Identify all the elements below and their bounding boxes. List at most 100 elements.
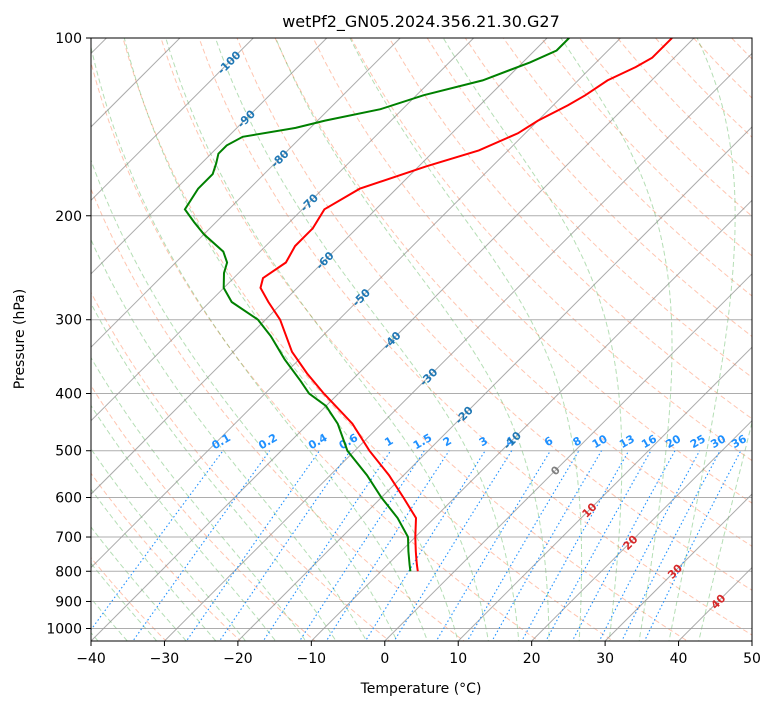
isotherm-line [91, 38, 401, 348]
dry-adiabat [731, 38, 752, 60]
moist-adiabat [91, 448, 247, 641]
mixing-ratio-label: 13 [617, 432, 637, 451]
mixing-ratio-line [218, 450, 351, 641]
isotherm-label: -80 [268, 147, 291, 170]
moist-adiabat [275, 38, 550, 641]
moist-adiabat [91, 356, 307, 641]
dry-adiabat [388, 38, 752, 420]
dry-adiabat [770, 38, 775, 653]
isotherm-line [91, 38, 181, 128]
mixing-ratio-line [466, 450, 580, 641]
mixing-ratio-line [521, 450, 630, 641]
x-tick-label: 50 [743, 651, 761, 667]
moist-adiabat [668, 38, 736, 641]
x-tick-label: 0 [380, 651, 389, 667]
moist-adiabat [91, 488, 217, 641]
plot-area: 0.1 0.2 0.4 0.6 1 1.5 2 3 4 6 8 10 13 16 20 25 30 36-100-… [91, 38, 775, 653]
x-tick-label: 30 [596, 651, 614, 667]
mixing-ratio-line [643, 450, 742, 641]
isotherm-line [384, 273, 752, 641]
mixing-ratio-label: 1.5 [411, 431, 434, 452]
dry-adiabat [91, 472, 242, 641]
y-tick-label: 200 [55, 209, 82, 225]
x-tick-label: −10 [297, 651, 327, 667]
x-tick-label: −40 [76, 651, 106, 667]
mixing-ratio-label: 2 [441, 434, 454, 449]
moist-adiabat [165, 38, 489, 641]
moist-adiabat [91, 44, 428, 641]
mixing-ratio-label: 3 [477, 434, 490, 449]
isotherm-line [91, 38, 548, 495]
mixing-ratio-line [325, 450, 450, 641]
isotherm-line [91, 38, 695, 641]
mixing-ratio-line [298, 450, 425, 641]
mixing-ratio-line [185, 450, 320, 641]
mixing-ratio-line [621, 450, 721, 641]
mixing-ratio-line [262, 450, 392, 641]
mixing-ratio-label: 20 [663, 432, 683, 451]
mixing-ratio-label: 1 [382, 434, 395, 449]
axes-frame [90, 37, 753, 642]
x-tick-label: −30 [150, 651, 180, 667]
mixing-ratio-label: 30 [708, 432, 728, 451]
moist-adiabat [560, 38, 673, 641]
mixing-ratio-label: 25 [688, 432, 708, 451]
dry-adiabat [236, 38, 752, 591]
y-axis-title: Pressure (hPa) [12, 289, 28, 389]
isotherm-line [163, 52, 752, 641]
dry-adiabat [91, 60, 540, 641]
dry-adiabat [426, 38, 752, 378]
y-tick-label: 400 [55, 387, 82, 403]
x-tick-label: 20 [523, 651, 541, 667]
isotherm-line [91, 38, 622, 569]
mixing-ratio-label: 16 [639, 432, 659, 451]
dry-adiabat [91, 556, 167, 641]
dry-adiabat [91, 291, 391, 641]
isotherm-line [457, 346, 752, 641]
moist-adiabat [91, 158, 398, 641]
mixing-ratio-label: 0.2 [256, 431, 279, 452]
isotherm-label: -100 [215, 48, 244, 77]
mixing-ratio-line [393, 450, 513, 641]
isotherm-line [751, 640, 752, 641]
dry-adiabat [617, 38, 752, 178]
y-tick-label: 100 [55, 31, 82, 47]
mixing-ratio-line [91, 450, 224, 631]
x-tick-label: 40 [670, 651, 688, 667]
mixing-ratio-line [545, 450, 652, 641]
isotherm-line [310, 199, 752, 641]
x-tick-label: 10 [449, 651, 467, 667]
isotherm-line [91, 38, 255, 202]
x-tick-label: −20 [223, 651, 253, 667]
mixing-ratio-label: 0.1 [210, 431, 233, 452]
mixing-ratio-line [571, 450, 676, 641]
isotherm-line [677, 566, 752, 641]
y-tick-label: 600 [55, 490, 82, 506]
moist-adiabat [214, 38, 520, 641]
y-tick-label: 300 [55, 313, 82, 329]
mixing-ratio-line [435, 450, 551, 641]
isotherm-line [604, 493, 752, 641]
mixing-ratio-line [364, 450, 486, 641]
mixing-ratio-label: 10 [590, 432, 610, 451]
mixing-ratio-label: 36 [729, 432, 749, 451]
mixing-ratio-line [132, 450, 271, 641]
isotherm-line [237, 126, 752, 641]
y-tick-label: 700 [55, 530, 82, 546]
y-tick-label: 1000 [46, 621, 82, 637]
moist-adiabat [91, 238, 367, 641]
isotherm-line [91, 38, 328, 275]
y-tick-label: 800 [55, 564, 82, 580]
axes: −40 −30 −20 −10 0 10 20 30 40 5010020030040050060… [46, 31, 761, 667]
mixing-ratio-label: 8 [571, 434, 584, 449]
dry-adiabat [655, 38, 752, 138]
mixing-ratio-line [598, 450, 701, 641]
moist-adiabat [698, 420, 752, 641]
temperature-profile-line [259, 38, 673, 572]
y-tick-label: 900 [55, 594, 82, 610]
mixing-ratio-label: 0.4 [306, 431, 330, 452]
mixing-ratio-label: 6 [542, 434, 555, 449]
chart-title: wetPf2_GN05.2024.356.21.30.G27 [282, 12, 560, 32]
dry-adiabat [502, 38, 752, 297]
